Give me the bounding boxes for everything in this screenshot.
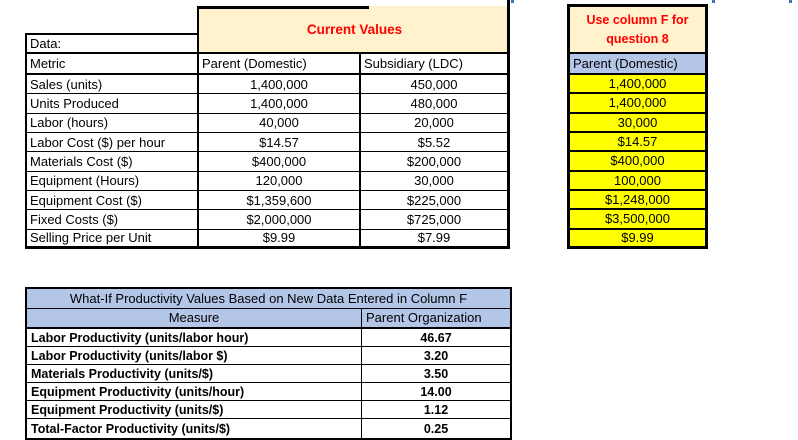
parent-value-cell[interactable]: 120,000 — [199, 171, 361, 191]
crop-artifact-tick — [789, 0, 792, 3]
subsidiary-value-cell[interactable]: 20,000 — [361, 113, 510, 133]
current-values-table-body: Sales (units) 1,400,000 450,000 Units Pr… — [25, 75, 510, 249]
subsidiary-value-cell[interactable]: $7.99 — [361, 229, 510, 249]
measure-label-cell[interactable]: Labor Productivity (units/labor hour) — [27, 329, 362, 347]
column-f-input-cell[interactable]: $1,248,000 — [567, 190, 708, 211]
column-f-input-cell[interactable]: 100,000 — [567, 171, 708, 191]
metric-label-cell[interactable]: Labor (hours) — [25, 113, 199, 133]
use-column-f-line1: Use column F for — [586, 12, 689, 27]
parent-value-cell[interactable]: 1,400,000 — [199, 94, 361, 114]
productivity-value-cell[interactable]: 3.20 — [423, 348, 449, 363]
parent-organization-column-header: Parent Organization — [366, 310, 482, 326]
column-f-input-cell[interactable]: $9.99 — [567, 229, 708, 249]
productivity-value-cell[interactable]: 0.25 — [423, 421, 449, 436]
metric-label-cell[interactable]: Equipment Cost ($) — [25, 190, 199, 211]
column-f-input-column: Parent (Domestic) 1,400,000 1,400,000 30… — [567, 52, 708, 249]
cell-border — [507, 0, 510, 52]
table-row: Sales (units) 1,400,000 450,000 — [25, 75, 510, 95]
table-row: Labor (hours) 40,000 20,000 — [25, 113, 510, 133]
current-values-banner-label: Current Values — [306, 21, 403, 37]
subsidiary-value-cell[interactable]: $725,000 — [361, 210, 510, 230]
table-row: Labor Cost ($) per hour $14.57 $5.52 — [25, 132, 510, 153]
data-corner-cell: Data: — [25, 33, 199, 52]
crop-artifact-tick — [511, 0, 514, 3]
column-header-row: Metric Parent (Domestic) Subsidiary (LDC… — [25, 52, 510, 75]
productivity-value-cell[interactable]: 3.50 — [423, 366, 449, 381]
table-row: Equipment (Hours) 120,000 30,000 — [25, 171, 510, 191]
cell-border — [197, 6, 199, 33]
measure-label-cell[interactable]: Total-Factor Productivity (units/$) — [27, 419, 362, 438]
what-if-table: What-If Productivity Values Based on New… — [25, 287, 512, 440]
column-f-input-cell[interactable]: 30,000 — [567, 113, 708, 133]
measure-label-cell[interactable]: Materials Productivity (units/$) — [27, 365, 362, 383]
column-f-input-cell[interactable]: $3,500,000 — [567, 210, 708, 230]
table-row: Selling Price per Unit $9.99 $7.99 — [25, 229, 510, 249]
parent-value-cell[interactable]: 40,000 — [199, 113, 361, 133]
parent-value-cell[interactable]: $9.99 — [199, 229, 361, 249]
what-if-header-row: Measure Parent Organization — [27, 308, 510, 329]
column-f-input-cell[interactable]: 1,400,000 — [567, 75, 708, 95]
parent-value-cell[interactable]: $1,359,600 — [199, 190, 361, 211]
measure-column-header: Measure — [27, 308, 362, 327]
metric-label-cell[interactable]: Units Produced — [25, 94, 199, 114]
metric-column-header: Metric — [25, 52, 199, 75]
parent-value-cell[interactable]: $2,000,000 — [199, 210, 361, 230]
table-row: Labor Productivity (units/labor hour) 46… — [27, 329, 510, 348]
subsidiary-value-cell[interactable]: $5.52 — [361, 132, 510, 153]
use-column-f-banner: Use column F for question 8 — [567, 4, 708, 52]
subsidiary-value-cell[interactable]: $225,000 — [361, 190, 510, 211]
metric-label-cell[interactable]: Equipment (Hours) — [25, 171, 199, 191]
table-row: Materials Cost ($) $400,000 $200,000 — [25, 152, 510, 172]
table-row: Labor Productivity (units/labor $) 3.20 — [27, 347, 510, 366]
column-f-input-cell[interactable]: $14.57 — [567, 132, 708, 153]
column-f-input-cell[interactable]: $400,000 — [567, 152, 708, 172]
metric-label-cell[interactable]: Labor Cost ($) per hour — [25, 132, 199, 153]
what-if-table-body: Labor Productivity (units/labor hour) 46… — [27, 329, 510, 438]
subsidiary-value-cell[interactable]: 450,000 — [361, 75, 510, 95]
table-row: Equipment Cost ($) $1,359,600 $225,000 — [25, 190, 510, 211]
crop-artifact-tick — [712, 0, 715, 3]
subsidiary-column-header: Subsidiary (LDC) — [361, 52, 510, 75]
parent-column-header: Parent (Domestic) — [199, 52, 361, 75]
table-row: Units Produced 1,400,000 480,000 — [25, 94, 510, 114]
measure-label-cell[interactable]: Equipment Productivity (units/hour) — [27, 383, 362, 401]
cell-border — [197, 6, 369, 9]
what-if-table-title: What-If Productivity Values Based on New… — [27, 289, 510, 309]
current-values-banner: Current Values — [199, 6, 510, 52]
subsidiary-value-cell[interactable]: 30,000 — [361, 171, 510, 191]
parent-value-cell[interactable]: $400,000 — [199, 152, 361, 172]
productivity-value-cell[interactable]: 14.00 — [420, 384, 452, 399]
current-values-table: Data: Metric Parent (Domestic) Subsidiar… — [25, 33, 510, 249]
productivity-value-cell[interactable]: 46.67 — [420, 330, 452, 345]
table-row: Equipment Productivity (units/hour) 14.0… — [27, 383, 510, 402]
measure-label-cell[interactable]: Equipment Productivity (units/$) — [27, 401, 362, 419]
parent-value-cell[interactable]: $14.57 — [199, 132, 361, 153]
metric-label-cell[interactable]: Selling Price per Unit — [25, 229, 199, 249]
measure-label-cell[interactable]: Labor Productivity (units/labor $) — [27, 347, 362, 365]
subsidiary-value-cell[interactable]: $200,000 — [361, 152, 510, 172]
column-f-input-cell[interactable]: 1,400,000 — [567, 94, 708, 114]
metric-label-cell[interactable]: Fixed Costs ($) — [25, 210, 199, 230]
column-f-cells: 1,400,000 1,400,000 30,000 $14.57 $400,0… — [567, 75, 708, 249]
table-row: Materials Productivity (units/$) 3.50 — [27, 365, 510, 384]
column-f-header: Parent (Domestic) — [567, 52, 708, 75]
parent-value-cell[interactable]: 1,400,000 — [199, 75, 361, 95]
metric-label-cell[interactable]: Materials Cost ($) — [25, 152, 199, 172]
data-label-row: Data: — [25, 33, 510, 52]
table-row: Total-Factor Productivity (units/$) 0.25 — [27, 419, 510, 438]
use-column-f-line2: question 8 — [606, 31, 669, 46]
metric-label-cell[interactable]: Sales (units) — [25, 75, 199, 95]
productivity-value-cell[interactable]: 1.12 — [423, 402, 449, 417]
table-row: Equipment Productivity (units/$) 1.12 — [27, 401, 510, 420]
table-row: Fixed Costs ($) $2,000,000 $725,000 — [25, 210, 510, 230]
subsidiary-value-cell[interactable]: 480,000 — [361, 94, 510, 114]
